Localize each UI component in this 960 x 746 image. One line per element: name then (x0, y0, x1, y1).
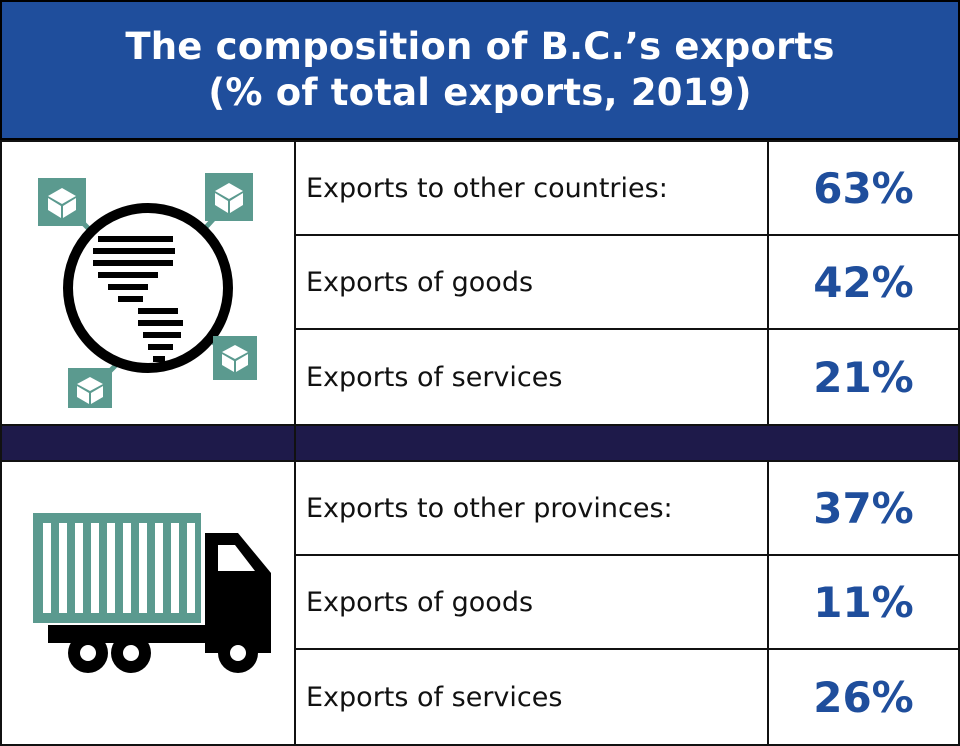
row-label: Exports of goods (294, 234, 769, 330)
row-value: 63% (767, 140, 960, 236)
exports-table: Exports to other countries: 63% Exports … (0, 140, 960, 746)
row-label: Exports of goods (294, 554, 769, 650)
truck-icon (33, 513, 271, 673)
row-label: Exports to other countries: (294, 140, 769, 236)
group-divider (294, 424, 960, 462)
title-line-2: (% of total exports, 2019) (208, 71, 752, 114)
row-label: Exports to other provinces: (294, 460, 769, 556)
row-label: Exports of services (294, 328, 769, 426)
row-label: Exports of services (294, 648, 769, 746)
chart-title: The composition of B.C.’s exports (% of … (0, 0, 960, 140)
row-value: 37% (767, 460, 960, 556)
row-value: 21% (767, 328, 960, 426)
row-value: 42% (767, 234, 960, 330)
group-divider (0, 424, 296, 462)
row-value: 11% (767, 554, 960, 650)
globe-icon (38, 173, 257, 408)
truck-icon-cell (0, 460, 296, 746)
title-line-1: The composition of B.C.’s exports (125, 25, 835, 68)
globe-icon-cell (0, 140, 296, 426)
row-value: 26% (767, 648, 960, 746)
